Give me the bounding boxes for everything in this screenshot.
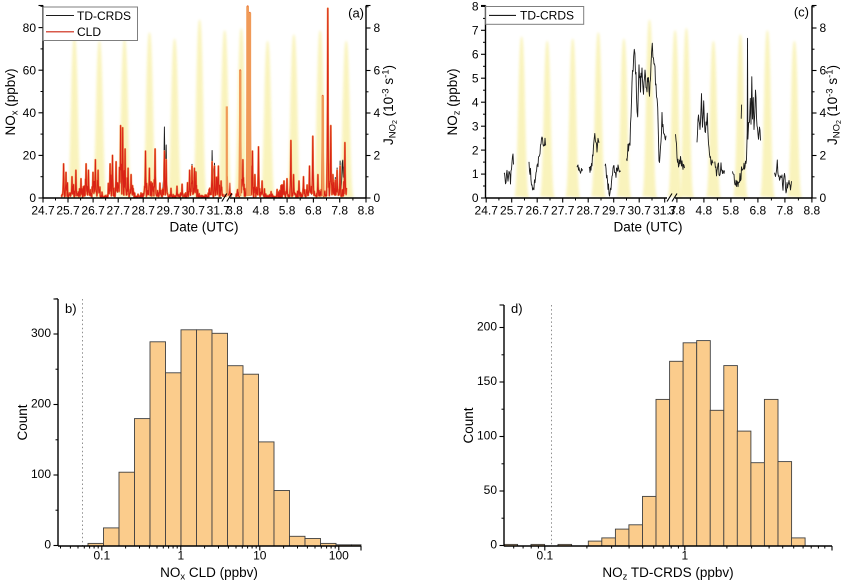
svg-text:27.7: 27.7 bbox=[551, 203, 575, 217]
svg-text:30.7: 30.7 bbox=[182, 203, 206, 217]
svg-text:Count: Count bbox=[461, 407, 476, 443]
svg-text:150: 150 bbox=[477, 374, 497, 388]
svg-text:Date (UTC): Date (UTC) bbox=[169, 220, 238, 235]
svg-text:d): d) bbox=[511, 301, 523, 316]
svg-text:20: 20 bbox=[23, 149, 37, 163]
svg-text:0: 0 bbox=[44, 537, 51, 551]
svg-text:0: 0 bbox=[490, 537, 497, 551]
svg-text:8.8: 8.8 bbox=[358, 203, 375, 217]
svg-text:0.1: 0.1 bbox=[536, 549, 553, 563]
svg-text:5.8: 5.8 bbox=[723, 203, 740, 217]
svg-text:25.7: 25.7 bbox=[500, 203, 524, 217]
svg-text:7.8: 7.8 bbox=[777, 203, 794, 217]
svg-text:31.7: 31.7 bbox=[653, 203, 677, 217]
svg-text:1: 1 bbox=[177, 549, 184, 563]
svg-text:TD-CRDS: TD-CRDS bbox=[77, 9, 131, 23]
svg-text:6: 6 bbox=[472, 48, 479, 62]
svg-text:(a): (a) bbox=[348, 5, 364, 20]
svg-text:28.7: 28.7 bbox=[577, 203, 601, 217]
svg-text:2: 2 bbox=[820, 149, 827, 163]
svg-text:Count: Count bbox=[15, 404, 30, 440]
svg-text:0: 0 bbox=[374, 191, 381, 205]
svg-text:29.7: 29.7 bbox=[602, 203, 626, 217]
svg-text:0: 0 bbox=[472, 191, 479, 205]
svg-text:5: 5 bbox=[472, 72, 479, 86]
svg-text:4.8: 4.8 bbox=[696, 203, 713, 217]
svg-text:0: 0 bbox=[29, 191, 36, 205]
svg-text:50: 50 bbox=[484, 483, 498, 497]
svg-text:3.8: 3.8 bbox=[226, 203, 243, 217]
svg-text:Date (UTC): Date (UTC) bbox=[613, 220, 682, 235]
svg-text:80: 80 bbox=[23, 21, 37, 35]
svg-text:2: 2 bbox=[374, 149, 381, 163]
svg-text:24.7: 24.7 bbox=[31, 203, 55, 217]
svg-text:(c): (c) bbox=[794, 4, 809, 19]
svg-text:3: 3 bbox=[472, 119, 479, 133]
svg-text:b): b) bbox=[65, 301, 77, 316]
svg-text:0: 0 bbox=[820, 191, 827, 205]
svg-text:1: 1 bbox=[681, 549, 688, 563]
svg-text:8: 8 bbox=[374, 21, 381, 35]
svg-text:27.7: 27.7 bbox=[107, 203, 131, 217]
svg-text:100: 100 bbox=[477, 428, 497, 442]
svg-text:200: 200 bbox=[477, 319, 497, 333]
svg-text:TD-CRDS: TD-CRDS bbox=[520, 9, 574, 23]
svg-text:7: 7 bbox=[472, 24, 479, 38]
svg-text:300: 300 bbox=[31, 326, 51, 340]
svg-text:2: 2 bbox=[472, 143, 479, 157]
svg-text:200: 200 bbox=[31, 396, 51, 410]
svg-text:100: 100 bbox=[329, 549, 349, 563]
svg-text:30.7: 30.7 bbox=[628, 203, 652, 217]
svg-text:4: 4 bbox=[374, 106, 381, 120]
svg-text:1: 1 bbox=[472, 167, 479, 181]
svg-text:4: 4 bbox=[472, 95, 479, 109]
svg-text:7.8: 7.8 bbox=[331, 203, 348, 217]
svg-text:31.7: 31.7 bbox=[207, 203, 231, 217]
svg-text:8: 8 bbox=[820, 21, 827, 35]
svg-text:6: 6 bbox=[820, 64, 827, 78]
svg-text:8: 8 bbox=[472, 0, 479, 14]
svg-text:5.8: 5.8 bbox=[279, 203, 296, 217]
svg-text:29.7: 29.7 bbox=[157, 203, 181, 217]
svg-text:60: 60 bbox=[23, 63, 37, 77]
svg-text:6.8: 6.8 bbox=[305, 203, 322, 217]
svg-text:8.8: 8.8 bbox=[804, 203, 821, 217]
svg-text:6.8: 6.8 bbox=[750, 203, 767, 217]
svg-text:25.7: 25.7 bbox=[56, 203, 80, 217]
svg-text:28.7: 28.7 bbox=[132, 203, 156, 217]
svg-text:6: 6 bbox=[374, 64, 381, 78]
svg-text:4.8: 4.8 bbox=[252, 203, 269, 217]
svg-text:24.7: 24.7 bbox=[475, 203, 499, 217]
svg-text:4: 4 bbox=[820, 106, 827, 120]
svg-text:3.8: 3.8 bbox=[669, 203, 686, 217]
svg-text:NOx (ppbv): NOx (ppbv) bbox=[3, 68, 21, 135]
svg-text:100: 100 bbox=[31, 467, 51, 481]
svg-text:CLD: CLD bbox=[77, 25, 101, 39]
svg-text:10: 10 bbox=[253, 549, 267, 563]
svg-text:NOz (ppbv): NOz (ppbv) bbox=[445, 68, 463, 135]
svg-text:0.1: 0.1 bbox=[93, 549, 110, 563]
svg-text:NOx CLD (ppbv): NOx CLD (ppbv) bbox=[160, 565, 258, 583]
svg-text:NOz TD-CRDS (ppbv): NOz TD-CRDS (ppbv) bbox=[602, 565, 733, 583]
svg-text:26.7: 26.7 bbox=[81, 203, 105, 217]
svg-text:40: 40 bbox=[23, 106, 37, 120]
svg-text:26.7: 26.7 bbox=[526, 203, 550, 217]
